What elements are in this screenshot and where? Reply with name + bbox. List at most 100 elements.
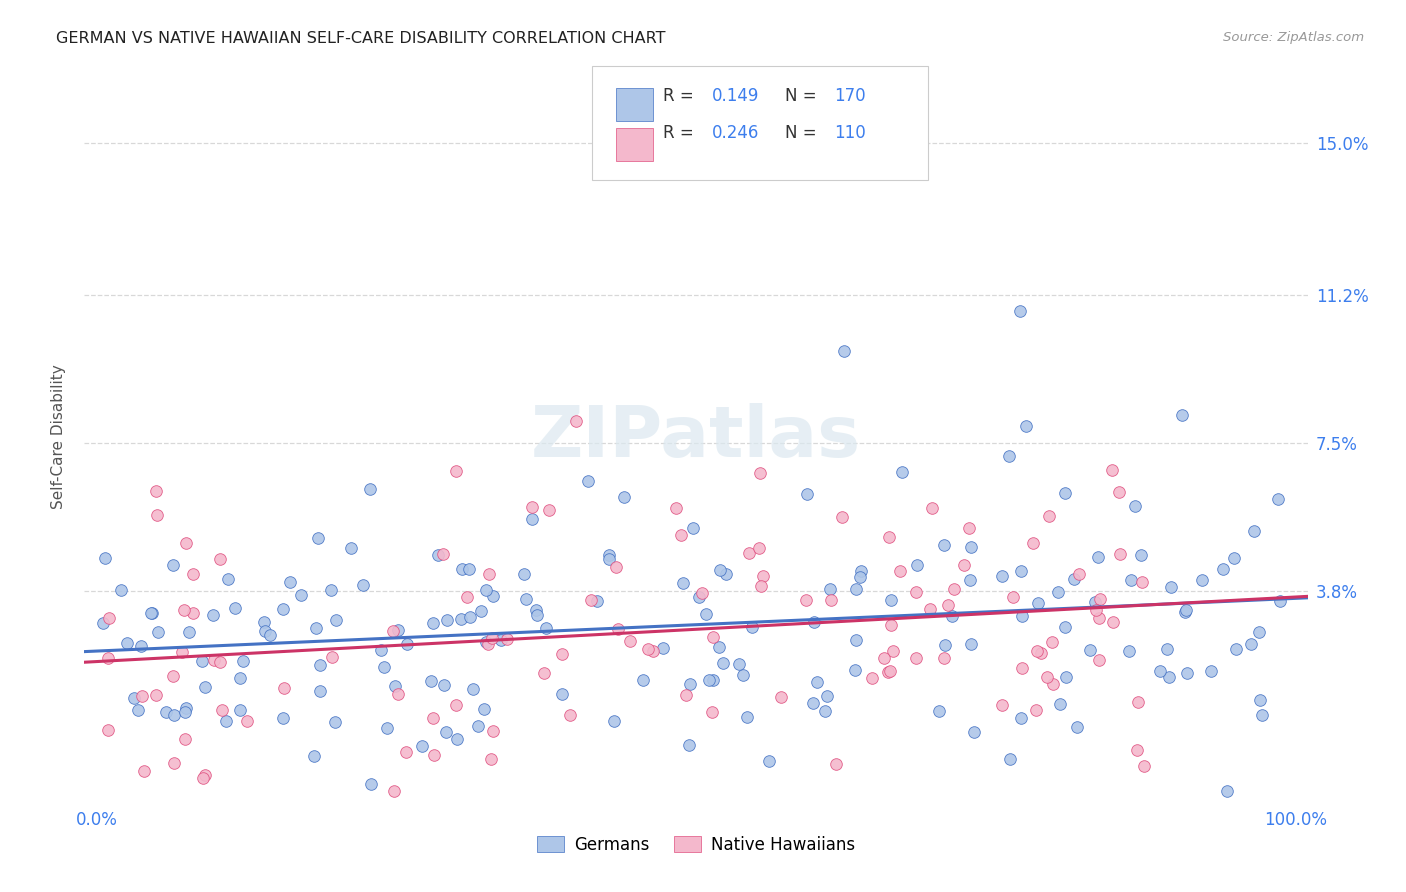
Point [181,606,204,620]
Point [565,414,588,428]
Point [127,703,149,717]
Point [181,567,204,582]
Point [579,592,602,607]
Text: 170: 170 [834,87,866,105]
Point [707,640,730,655]
Point [665,500,688,515]
Point [134,764,156,778]
Point [139,606,162,620]
Point [432,547,454,561]
Point [470,604,492,618]
Point [1130,548,1153,562]
Point [422,615,444,630]
Point [1067,567,1090,582]
Point [381,624,404,639]
Point [669,528,692,542]
Point [162,669,184,683]
Point [91,615,114,630]
Text: 110: 110 [834,124,866,142]
Point [957,521,980,535]
Point [832,344,855,359]
Point [1216,784,1239,798]
Point [963,725,986,739]
Point [1239,637,1261,651]
Point [129,639,152,653]
Point [387,687,409,701]
Point [758,754,780,768]
Point [177,625,200,640]
Point [1084,595,1107,609]
Point [860,672,883,686]
Point [1066,719,1088,733]
Point [209,656,232,670]
Point [1108,484,1130,499]
Point [360,777,382,791]
Point [682,520,704,534]
Point [145,689,167,703]
Point [253,615,276,629]
Point [323,715,346,730]
Point [273,681,295,695]
Point [749,579,772,593]
Point [845,582,868,597]
Point [194,768,217,782]
Point [482,589,505,603]
Point [1118,644,1140,658]
Point [748,541,770,555]
Point [879,664,901,678]
Point [598,552,620,566]
Point [359,482,381,496]
Point [803,696,825,710]
Point [1159,670,1181,684]
Point [211,703,233,717]
Point [702,630,724,644]
Point [991,698,1014,712]
Point [934,638,956,652]
Point [307,531,329,545]
Text: Source: ZipAtlas.com: Source: ZipAtlas.com [1223,31,1364,45]
Point [891,465,914,479]
Point [395,745,418,759]
Point [1011,661,1033,675]
Point [1087,550,1109,565]
Point [873,650,896,665]
Point [728,657,751,671]
FancyBboxPatch shape [592,66,928,179]
Point [818,582,841,596]
Point [998,752,1021,766]
Point [880,592,903,607]
Point [619,633,641,648]
Point [932,538,955,552]
Point [904,650,927,665]
Point [370,643,392,657]
Point [1174,605,1197,619]
Point [1191,574,1213,588]
Point [1174,603,1197,617]
Point [1042,677,1064,691]
Point [162,558,184,573]
Point [1015,419,1038,434]
Point [321,649,343,664]
Point [229,703,252,717]
Point [458,610,481,624]
Text: N =: N = [786,87,817,105]
Text: N =: N = [786,124,817,142]
Point [309,683,332,698]
Point [456,590,478,604]
Point [1025,644,1047,658]
Point [678,738,700,752]
Point [690,586,713,600]
Point [526,607,548,622]
Point [711,656,734,670]
Point [1212,562,1234,576]
Point [679,677,702,691]
Point [423,747,446,762]
Point [533,666,555,681]
Point [513,567,536,582]
Point [290,588,312,602]
Point [145,483,167,498]
Point [551,687,574,701]
Point [1175,666,1198,681]
Point [1223,550,1246,565]
Point [411,739,433,754]
